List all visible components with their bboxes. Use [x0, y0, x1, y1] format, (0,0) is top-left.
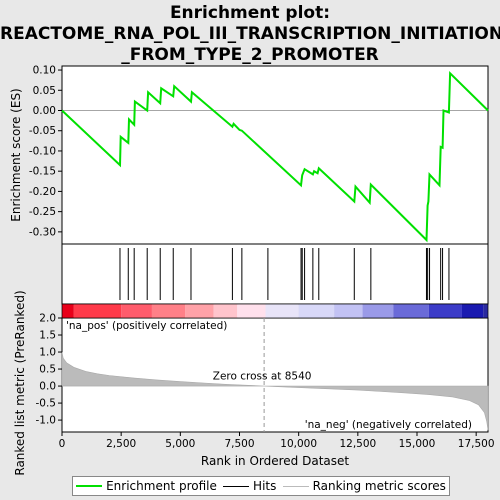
es-ytick-label: 0.05 [33, 85, 56, 97]
es-ytick-label: 0.10 [33, 65, 56, 77]
xtick-label: 2,500 [106, 438, 136, 450]
es-ytick-label: 0.00 [33, 105, 56, 117]
heatbar-segment [298, 304, 335, 318]
metric-ylabel: Ranked list metric (PreRanked) [13, 290, 27, 475]
legend-hits: Hits [223, 479, 276, 493]
metric-area [61, 351, 489, 431]
heatbar-segment [213, 304, 238, 318]
hits-panel [61, 243, 489, 305]
es-ytick-label: -0.20 [29, 186, 56, 198]
es-ytick-label: -0.10 [29, 145, 56, 157]
legend-metric: Ranking metric scores [282, 479, 446, 493]
xtick-label: 0 [59, 438, 66, 450]
metric-ytick-label: 2.0 [39, 313, 56, 325]
title-line-1: Enrichment plot: [169, 3, 331, 23]
title-line-3: _FROM_TYPE_2_PROMOTER [121, 45, 379, 65]
heatbar-border [61, 303, 489, 319]
legend-es-label: Enrichment profile [106, 479, 217, 493]
es-ylabel: Enrichment score (ES) [9, 88, 23, 221]
pos-label: 'na_pos' (positively correlated) [66, 320, 227, 332]
heatbar-segment [461, 304, 484, 318]
heatbar-segment [237, 304, 266, 318]
neg-label: 'na_neg' (negatively correlated) [305, 419, 472, 431]
metric-ytick-label: -1.0 [36, 415, 57, 427]
heatbar-segment [151, 304, 186, 318]
xtick-label: 10,000 [280, 438, 317, 450]
heatbar-segment [62, 304, 74, 318]
xtick-label: 7,500 [224, 438, 254, 450]
es-ytick-label: -0.30 [29, 226, 56, 238]
es-panel [61, 65, 489, 245]
xtick-label: 15,000 [399, 438, 436, 450]
heatbar-segment [265, 304, 299, 318]
heatbar-segment [334, 304, 363, 318]
heatbar-segment [185, 304, 214, 318]
xtick-label: 12,500 [339, 438, 376, 450]
metric-ytick-label: -0.5 [36, 398, 57, 410]
metric-ytick-label: 0.0 [39, 381, 56, 393]
es-ytick-label: -0.25 [29, 206, 56, 218]
metric-panel [61, 317, 489, 433]
heatbar-segment [362, 304, 394, 318]
legend-metric-label: Ranking metric scores [312, 479, 446, 493]
metric-ytick-label: 0.5 [39, 364, 56, 376]
heatbar-segment [393, 304, 429, 318]
es-line [61, 70, 489, 243]
heatbar-segment [73, 304, 122, 318]
legend-es-swatch [76, 485, 103, 487]
xlabel: Rank in Ordered Dataset [201, 454, 349, 468]
legend-hits-label: Hits [253, 479, 277, 493]
heatbar-segment [121, 304, 152, 318]
xtick-label: 5,000 [165, 438, 195, 450]
legend-es: Enrichment profile [76, 479, 217, 493]
es-ytick-label: -0.05 [29, 125, 56, 137]
legend-metric-swatch [282, 485, 309, 487]
title-line-2: REACTOME_RNA_POL_III_TRANSCRIPTION_INITI… [0, 24, 500, 44]
es-ytick-label: -0.15 [29, 166, 56, 178]
legend-hits-swatch [223, 485, 250, 487]
zero-cross-label: Zero cross at 8540 [213, 370, 312, 382]
metric-ytick-label: 1.5 [39, 330, 56, 342]
xtick-label: 17,500 [458, 438, 495, 450]
heatbar-segment [483, 304, 488, 318]
legend: Enrichment profile Hits Ranking metric s… [72, 476, 450, 496]
heatbar-segment [428, 304, 462, 318]
metric-ytick-label: 1.0 [39, 347, 56, 359]
